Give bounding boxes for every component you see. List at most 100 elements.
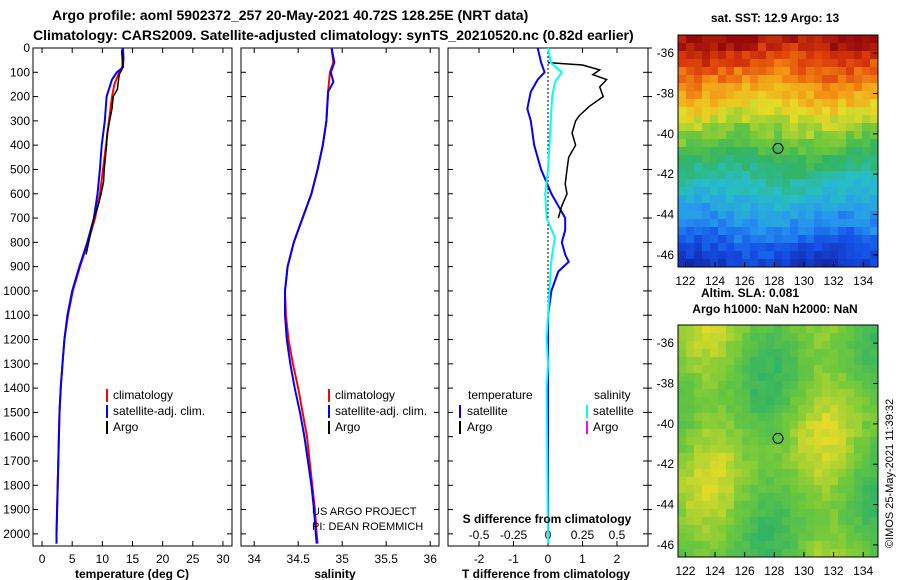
- sla-map-cell: [782, 413, 790, 421]
- sst-map-cell: [854, 235, 862, 243]
- sst-map-cell: [766, 43, 774, 51]
- sst-map-cell: [814, 235, 822, 243]
- sla-map-cell: [790, 501, 798, 509]
- sst-map-cell: [726, 67, 734, 75]
- sst-map-cell: [710, 59, 718, 67]
- sst-map-cell: [838, 107, 846, 115]
- sst-map-cell: [710, 91, 718, 99]
- sst-map-cell: [758, 91, 766, 99]
- sst-map-cell: [702, 179, 710, 187]
- sla-map-cell: [678, 389, 686, 397]
- imos-stamp: ©IMOS 25-May-2021 11:39:32: [884, 399, 896, 548]
- sla-map-cell: [846, 325, 854, 333]
- sla-map-cell: [734, 373, 742, 381]
- sla-map-cell: [766, 501, 774, 509]
- sla-map-cell: [870, 493, 878, 501]
- sla-map-cell: [806, 349, 814, 357]
- sla-map-cell: [686, 341, 694, 349]
- sla-map-cell: [782, 445, 790, 453]
- sst-map-cell: [830, 155, 838, 163]
- sla-map-cell: [686, 381, 694, 389]
- sla-map-cell: [774, 541, 782, 549]
- sst-map-cell: [790, 235, 798, 243]
- sla-map-ytick-label: -40: [657, 417, 675, 431]
- sst-map-cell: [686, 51, 694, 59]
- sst-map-cell: [806, 227, 814, 235]
- sst-map-cell: [702, 163, 710, 171]
- sla-map-cell: [758, 485, 766, 493]
- sst-map-cell: [838, 67, 846, 75]
- sst-map-cell: [710, 203, 718, 211]
- sst-map-cell: [854, 67, 862, 75]
- sla-map-cell: [814, 469, 822, 477]
- sla-map-cell: [846, 445, 854, 453]
- sst-map-cell: [838, 163, 846, 171]
- sla-map-cell: [694, 333, 702, 341]
- sla-map-cell: [798, 405, 806, 413]
- sla-map-cell: [694, 373, 702, 381]
- sst-map-cell: [822, 251, 830, 259]
- sst-map-cell: [694, 51, 702, 59]
- sla-map-cell: [854, 493, 862, 501]
- sst-map-cell: [814, 243, 822, 251]
- sst-map-cell: [702, 219, 710, 227]
- sst-map-cell: [750, 163, 758, 171]
- sst-map-cell: [838, 235, 846, 243]
- sst-map-cell: [822, 243, 830, 251]
- sla-map-cell: [846, 549, 854, 557]
- sst-map-cell: [822, 195, 830, 203]
- sla-map-cell: [806, 437, 814, 445]
- sla-map-cell: [806, 485, 814, 493]
- sla-map-cell: [870, 341, 878, 349]
- sst-map-cell: [798, 91, 806, 99]
- sla-map-cell: [718, 445, 726, 453]
- sla-map-cell: [782, 429, 790, 437]
- sst-map-cell: [830, 211, 838, 219]
- sst-map-cell: [822, 147, 830, 155]
- sst-map-cell: [822, 35, 830, 43]
- sst-map-cell: [694, 243, 702, 251]
- sla-map-cell: [830, 461, 838, 469]
- sla-map-cell: [702, 333, 710, 341]
- sst-map-cell: [726, 131, 734, 139]
- sst-map-cell: [678, 131, 686, 139]
- sla-map-cell: [790, 485, 798, 493]
- sst-map-cell: [694, 195, 702, 203]
- sst-map-cell: [742, 107, 750, 115]
- sst-map: [678, 35, 878, 267]
- sst-map-cell: [862, 227, 870, 235]
- sla-map-cell: [854, 517, 862, 525]
- sst-map-cell: [742, 251, 750, 259]
- sst-map-cell: [822, 139, 830, 147]
- sst-map-cell: [766, 67, 774, 75]
- sla-map-cell: [678, 493, 686, 501]
- sla-map-cell: [766, 437, 774, 445]
- sst-map-cell: [774, 35, 782, 43]
- sst-map-cell: [718, 195, 726, 203]
- sst-map-cell: [678, 203, 686, 211]
- sst-map-cell: [702, 211, 710, 219]
- sla-map-cell: [758, 525, 766, 533]
- sst-map-cell: [686, 203, 694, 211]
- sst-map-cell: [862, 195, 870, 203]
- sst-map-cell: [758, 203, 766, 211]
- sst-map-cell: [766, 243, 774, 251]
- sla-map-cell: [742, 517, 750, 525]
- sst-map-cell: [718, 171, 726, 179]
- sst-map-cell: [814, 107, 822, 115]
- sla-map-cell: [678, 485, 686, 493]
- sla-map-cell: [702, 357, 710, 365]
- sst-map-cell: [782, 155, 790, 163]
- sst-map-cell: [678, 187, 686, 195]
- sla-map-cell: [790, 365, 798, 373]
- sst-map-cell: [742, 123, 750, 131]
- sst-map-cell: [822, 115, 830, 123]
- sst-map-cell: [798, 251, 806, 259]
- legend-temperature-heading: temperature: [468, 388, 533, 402]
- sst-map-cell: [694, 115, 702, 123]
- sst-map-cell: [718, 43, 726, 51]
- sla-map-cell: [702, 389, 710, 397]
- sla-map-cell: [758, 413, 766, 421]
- sst-map-cell: [718, 51, 726, 59]
- sla-map-cell: [734, 485, 742, 493]
